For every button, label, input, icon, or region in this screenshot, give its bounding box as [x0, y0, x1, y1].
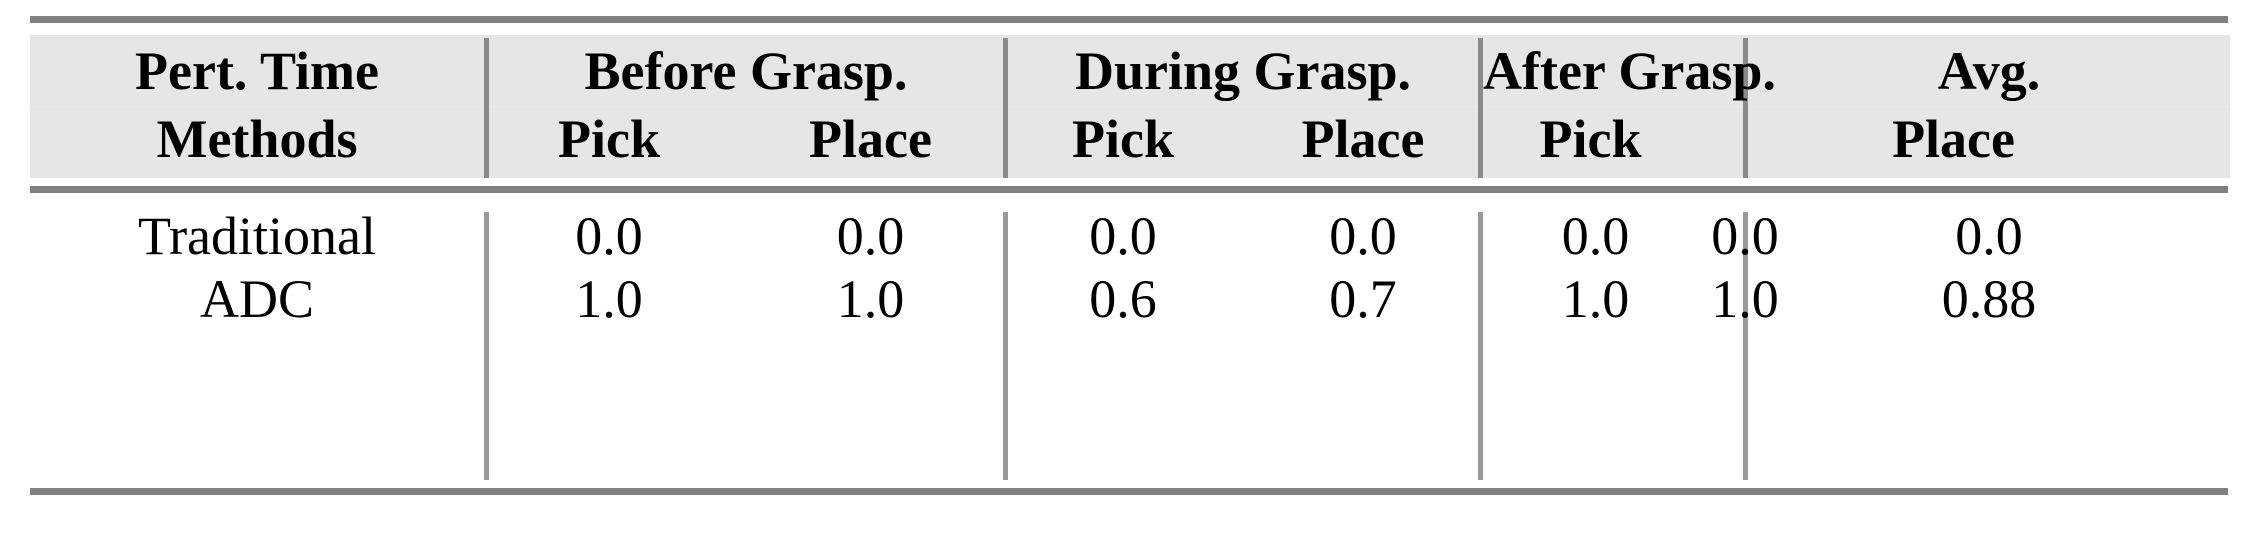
cell-adc-before-pick: 1.0	[575, 269, 643, 329]
column-separator-after-methods-body	[484, 212, 489, 480]
table-bottom-rule	[30, 488, 2228, 495]
cell-traditional-before-place: 0.0	[836, 206, 905, 266]
cell-adc-after-pick: 1.0	[1561, 269, 1630, 329]
column-separator-after-during-grasp-body	[1478, 212, 1483, 480]
cell-traditional-before-pick: 0.0	[575, 206, 643, 266]
header-before-grasp-pick: Pick	[558, 109, 660, 169]
table-top-rule	[30, 16, 2228, 23]
cell-adc-before-place: 1.0	[836, 269, 905, 329]
cell-adc-after-place: 1.0	[1711, 269, 1779, 329]
column-separator-after-methods-header	[484, 38, 489, 178]
table-header-band	[30, 35, 2230, 178]
header-during-grasp-pick: Pick	[1072, 109, 1174, 169]
header-group-avg: Avg.	[1937, 41, 2041, 101]
table-row-method-traditional: Traditional	[137, 206, 377, 266]
cell-traditional-avg: 0.0	[1955, 206, 2023, 266]
header-during-grasp-place: Place	[1301, 109, 1425, 169]
header-group-after-grasp: After Grasp.	[1483, 41, 1776, 101]
table-row-method-adc: ADC	[199, 269, 314, 329]
cell-traditional-during-pick: 0.0	[1089, 206, 1157, 266]
column-separator-after-after-grasp-header	[1743, 38, 1748, 178]
cell-traditional-after-place: 0.0	[1711, 206, 1779, 266]
header-corner-line1: Pert. Time	[135, 41, 379, 101]
header-corner-line2: Methods	[156, 109, 358, 169]
header-subrow-divider	[30, 106, 2230, 107]
column-separator-after-before-grasp-header	[1003, 38, 1008, 178]
table-header-rule	[30, 186, 2228, 193]
cell-traditional-during-place: 0.0	[1329, 206, 1397, 266]
header-group-before-grasp: Before Grasp.	[584, 41, 908, 101]
cell-adc-during-pick: 0.6	[1089, 269, 1157, 329]
cell-adc-avg: 0.88	[1941, 269, 2037, 329]
cell-traditional-after-pick: 0.0	[1561, 206, 1630, 266]
header-after-grasp-place: Place	[1892, 109, 2015, 169]
column-separator-after-before-grasp-body	[1003, 212, 1008, 480]
header-group-during-grasp: During Grasp.	[1074, 41, 1412, 101]
cell-adc-during-place: 0.7	[1329, 269, 1397, 329]
header-before-grasp-place: Place	[809, 109, 932, 169]
header-after-grasp-pick: Pick	[1539, 109, 1642, 169]
column-separator-after-after-grasp-body	[1743, 212, 1748, 480]
column-separator-after-during-grasp-header	[1478, 38, 1483, 178]
